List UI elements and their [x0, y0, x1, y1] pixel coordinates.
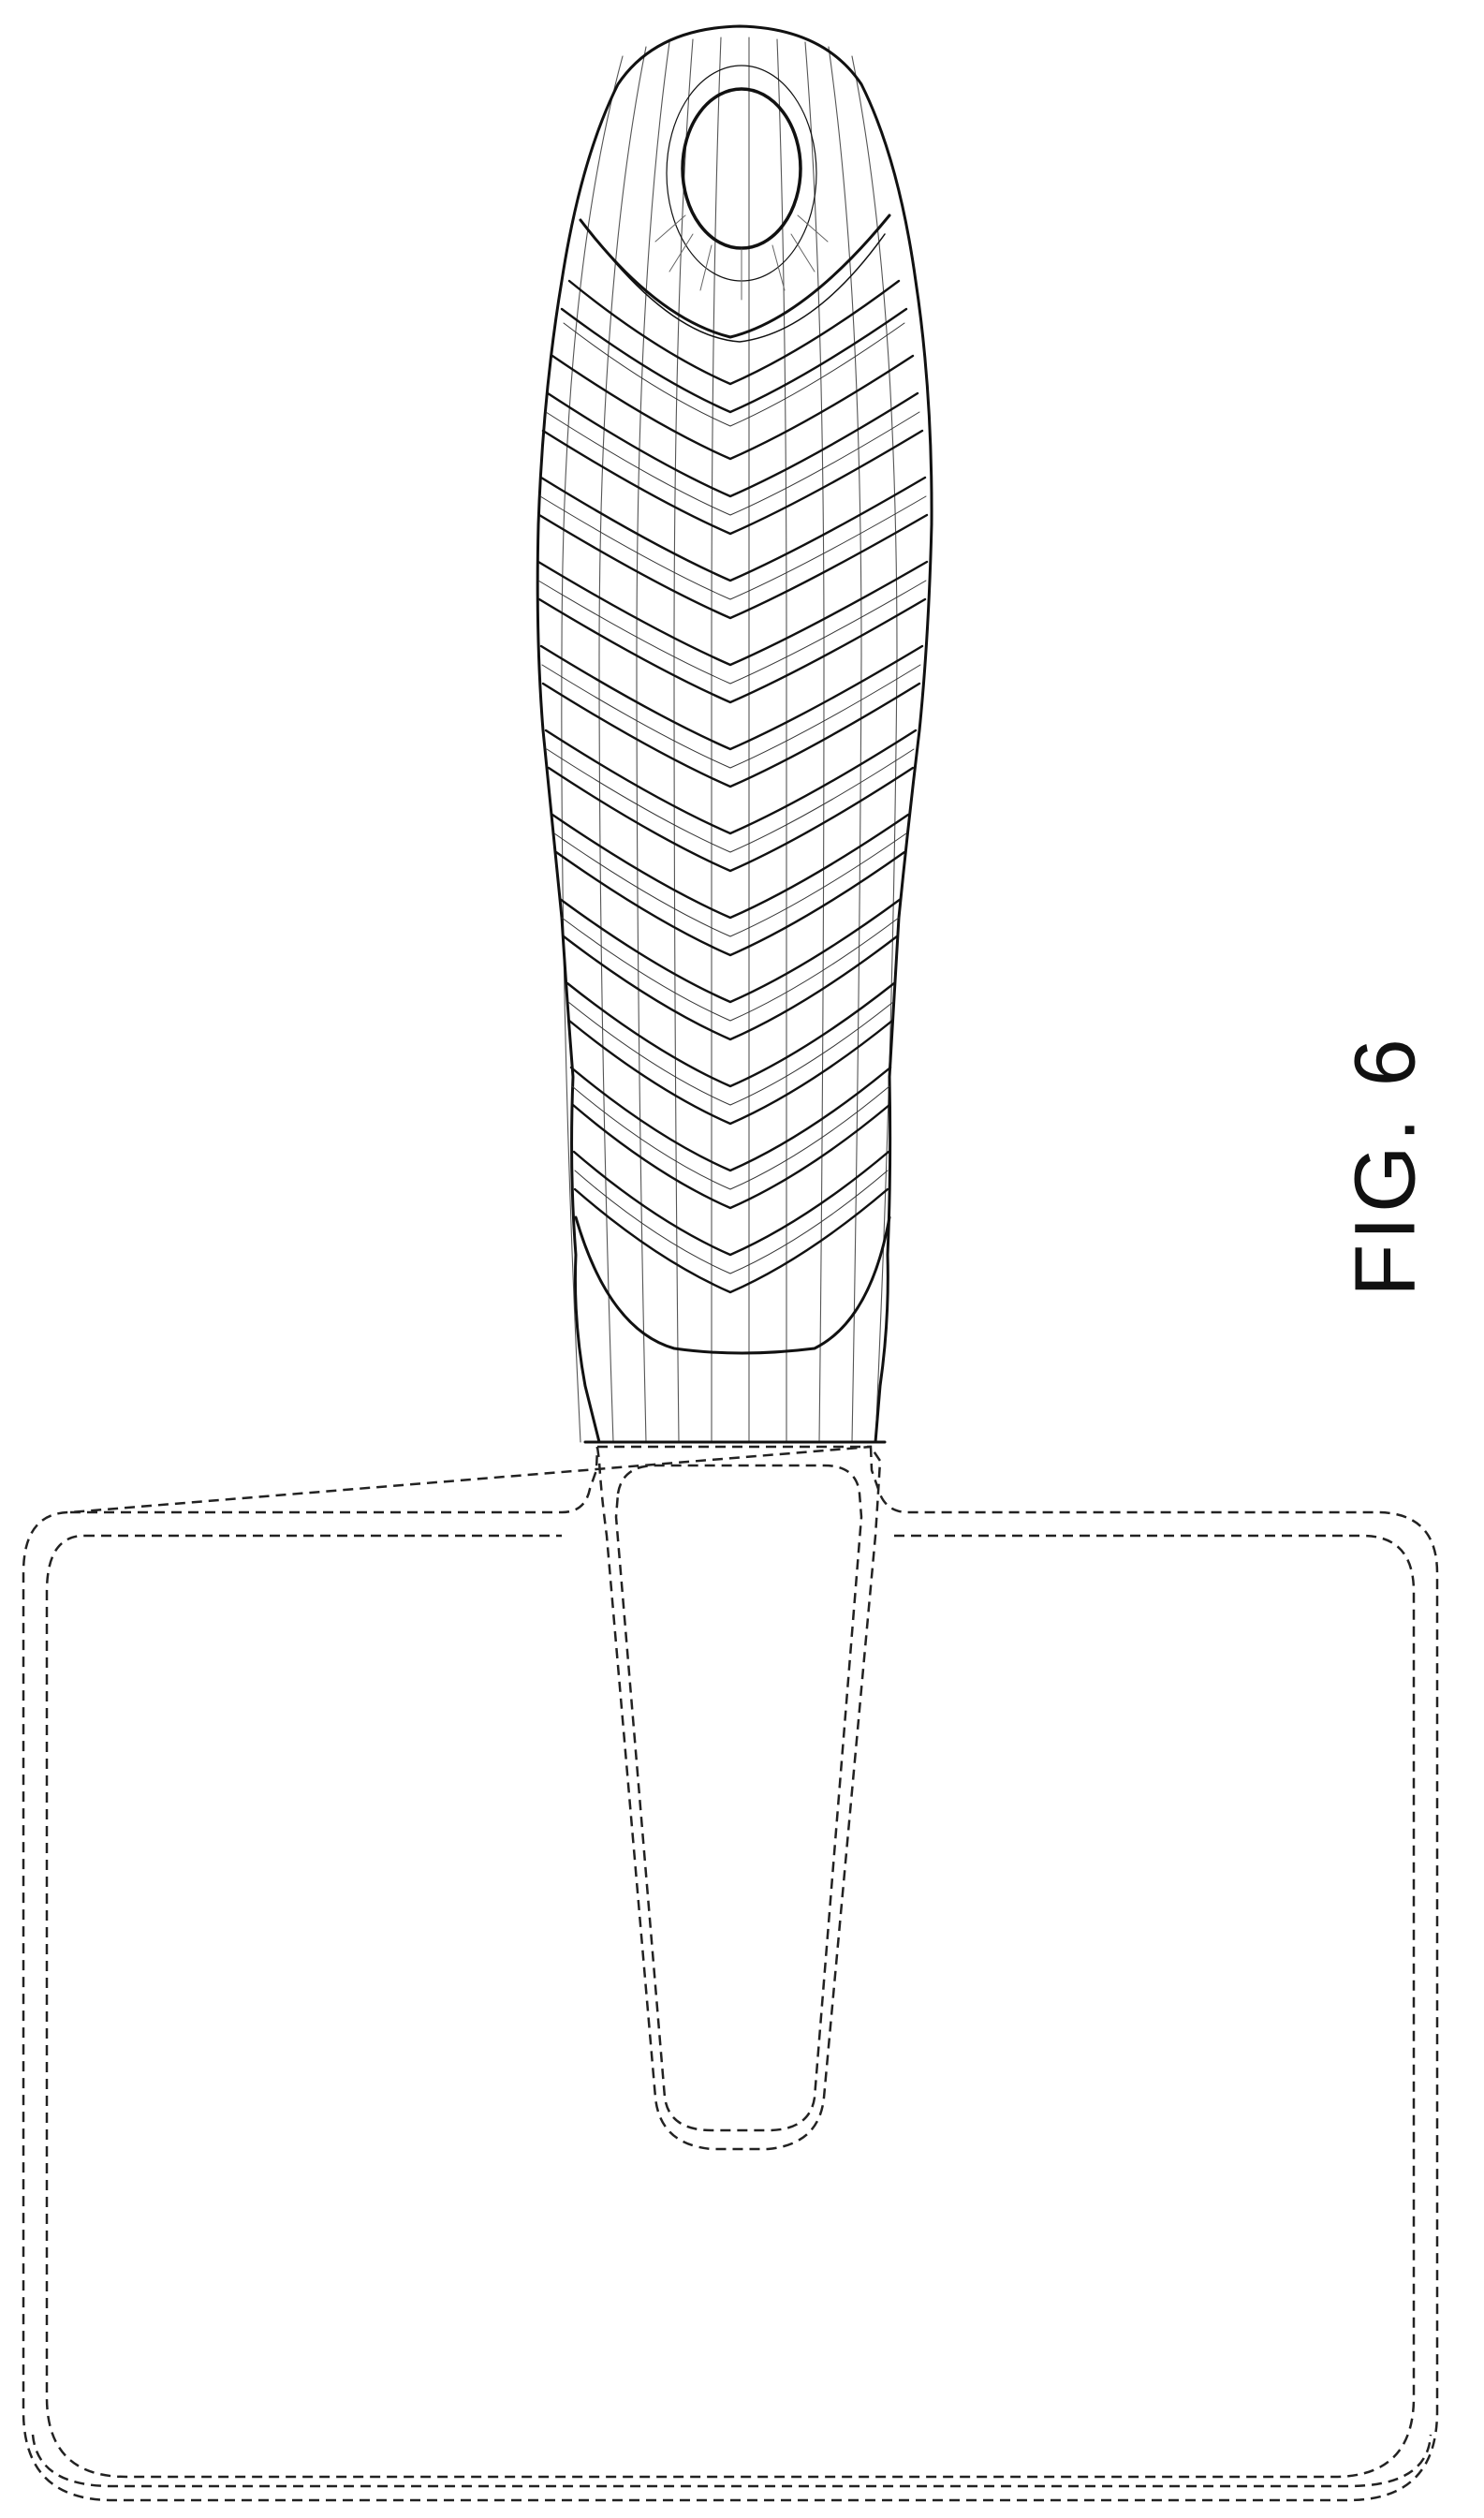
brush-head-bottom-band	[33, 2435, 1431, 2486]
brush-head-outer-edge	[23, 1447, 1437, 2500]
shaft-connector-inner	[616, 1465, 861, 2130]
handle-shading-lines	[562, 37, 897, 1442]
figure-label: FIG. 6	[1337, 1035, 1435, 1297]
grip-ridges	[538, 281, 927, 1292]
collar-boundary	[576, 1217, 889, 1353]
brush-head-outline	[23, 1447, 1437, 2500]
handle	[537, 26, 932, 1442]
hang-hole	[683, 89, 801, 248]
brush-head-inner-edge	[47, 1536, 1414, 2477]
